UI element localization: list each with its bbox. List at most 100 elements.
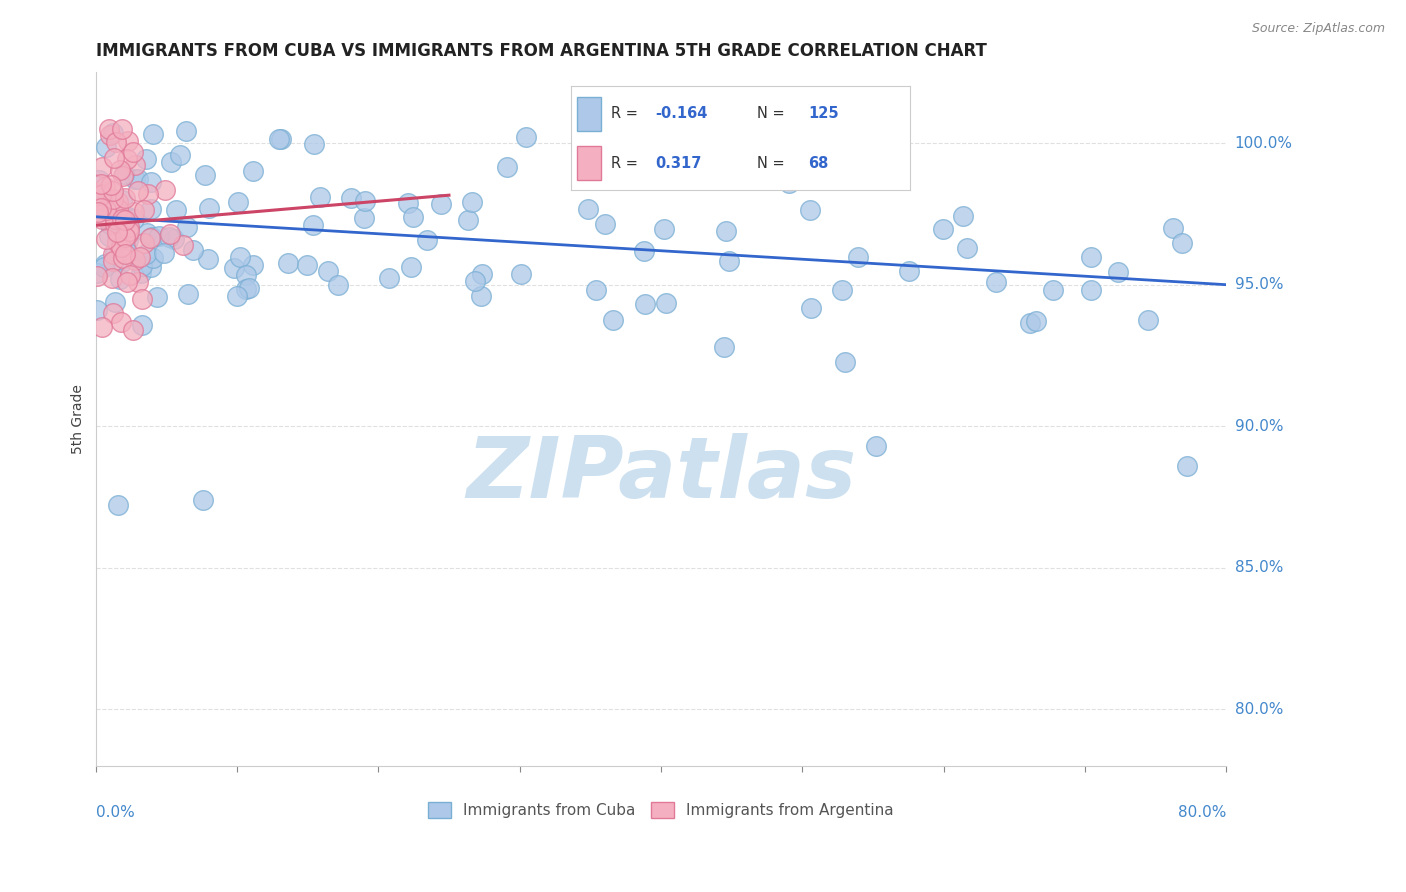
Point bbox=[111, 122, 134, 136]
Point bbox=[91, 212, 114, 227]
Point bbox=[242, 258, 264, 272]
Point bbox=[111, 251, 134, 265]
Point bbox=[135, 246, 157, 260]
Point bbox=[198, 201, 221, 215]
Point bbox=[131, 259, 153, 273]
Point bbox=[634, 297, 657, 311]
Point bbox=[134, 236, 156, 251]
Point bbox=[139, 260, 162, 274]
Point bbox=[122, 323, 145, 337]
Point bbox=[122, 211, 145, 226]
Point bbox=[90, 188, 112, 202]
Point bbox=[122, 145, 145, 160]
Point bbox=[90, 178, 112, 192]
Point bbox=[585, 283, 607, 297]
Point bbox=[242, 164, 264, 178]
Point bbox=[86, 302, 108, 317]
Point bbox=[846, 250, 869, 264]
Point bbox=[270, 132, 292, 146]
Point bbox=[956, 241, 979, 255]
Point bbox=[159, 227, 181, 241]
Point bbox=[235, 268, 257, 282]
Point bbox=[865, 439, 887, 453]
Text: 85.0%: 85.0% bbox=[1234, 560, 1282, 575]
Point bbox=[152, 245, 174, 260]
Point bbox=[654, 222, 676, 236]
Point bbox=[94, 231, 117, 245]
Point bbox=[181, 243, 204, 257]
Point bbox=[105, 225, 128, 239]
Point bbox=[98, 229, 121, 244]
Point bbox=[105, 227, 128, 242]
Point bbox=[117, 211, 139, 226]
Point bbox=[111, 212, 134, 227]
Point bbox=[515, 130, 537, 145]
Point bbox=[238, 281, 260, 295]
Point bbox=[127, 184, 149, 198]
Point bbox=[295, 258, 318, 272]
Point bbox=[800, 301, 823, 315]
Point bbox=[86, 267, 108, 281]
Point bbox=[100, 128, 122, 143]
Point bbox=[100, 178, 122, 192]
Text: 80.0%: 80.0% bbox=[1178, 805, 1226, 820]
Point bbox=[87, 173, 110, 187]
Point bbox=[1107, 265, 1129, 279]
Text: Source: ZipAtlas.com: Source: ZipAtlas.com bbox=[1251, 22, 1385, 36]
Point bbox=[104, 245, 127, 260]
Point bbox=[115, 152, 138, 166]
Point bbox=[633, 244, 655, 258]
Point bbox=[1042, 283, 1064, 297]
Point bbox=[799, 203, 821, 218]
Point bbox=[714, 224, 737, 238]
Point bbox=[127, 171, 149, 186]
Point bbox=[94, 180, 117, 194]
Point bbox=[117, 134, 139, 148]
Text: 80.0%: 80.0% bbox=[1234, 702, 1282, 717]
Point bbox=[1161, 221, 1184, 235]
Point bbox=[129, 250, 152, 264]
Point bbox=[142, 251, 165, 265]
Point bbox=[496, 160, 519, 174]
Point bbox=[402, 211, 425, 225]
Point bbox=[98, 217, 121, 231]
Point bbox=[157, 230, 180, 244]
Text: IMMIGRANTS FROM CUBA VS IMMIGRANTS FROM ARGENTINA 5TH GRADE CORRELATION CHART: IMMIGRANTS FROM CUBA VS IMMIGRANTS FROM … bbox=[96, 42, 987, 60]
Point bbox=[91, 186, 114, 201]
Point bbox=[276, 255, 298, 269]
Point bbox=[90, 201, 112, 215]
Point bbox=[86, 268, 108, 283]
Text: 90.0%: 90.0% bbox=[1234, 418, 1284, 434]
Point bbox=[111, 169, 134, 183]
Point bbox=[135, 226, 157, 240]
Point bbox=[110, 163, 132, 178]
Point bbox=[93, 260, 115, 275]
Point bbox=[1025, 314, 1047, 328]
Point bbox=[118, 220, 141, 235]
Point bbox=[101, 184, 124, 198]
Point bbox=[146, 290, 169, 304]
Text: 95.0%: 95.0% bbox=[1234, 277, 1284, 293]
Point bbox=[898, 264, 921, 278]
Point bbox=[104, 136, 127, 150]
Point bbox=[89, 208, 111, 222]
Point bbox=[141, 202, 163, 216]
Point bbox=[1080, 283, 1102, 297]
Point bbox=[112, 167, 135, 181]
Point bbox=[101, 126, 124, 140]
Point bbox=[103, 306, 125, 320]
Point bbox=[139, 175, 162, 189]
Point bbox=[101, 192, 124, 206]
Text: 0.0%: 0.0% bbox=[96, 805, 135, 820]
Point bbox=[122, 205, 145, 219]
Point bbox=[111, 193, 134, 207]
Point bbox=[108, 272, 131, 286]
Point bbox=[194, 168, 217, 182]
Point bbox=[464, 274, 486, 288]
Point bbox=[117, 211, 139, 225]
Point bbox=[101, 247, 124, 261]
Point bbox=[91, 320, 114, 334]
Point bbox=[340, 191, 363, 205]
Point bbox=[101, 254, 124, 268]
Point bbox=[110, 239, 132, 253]
